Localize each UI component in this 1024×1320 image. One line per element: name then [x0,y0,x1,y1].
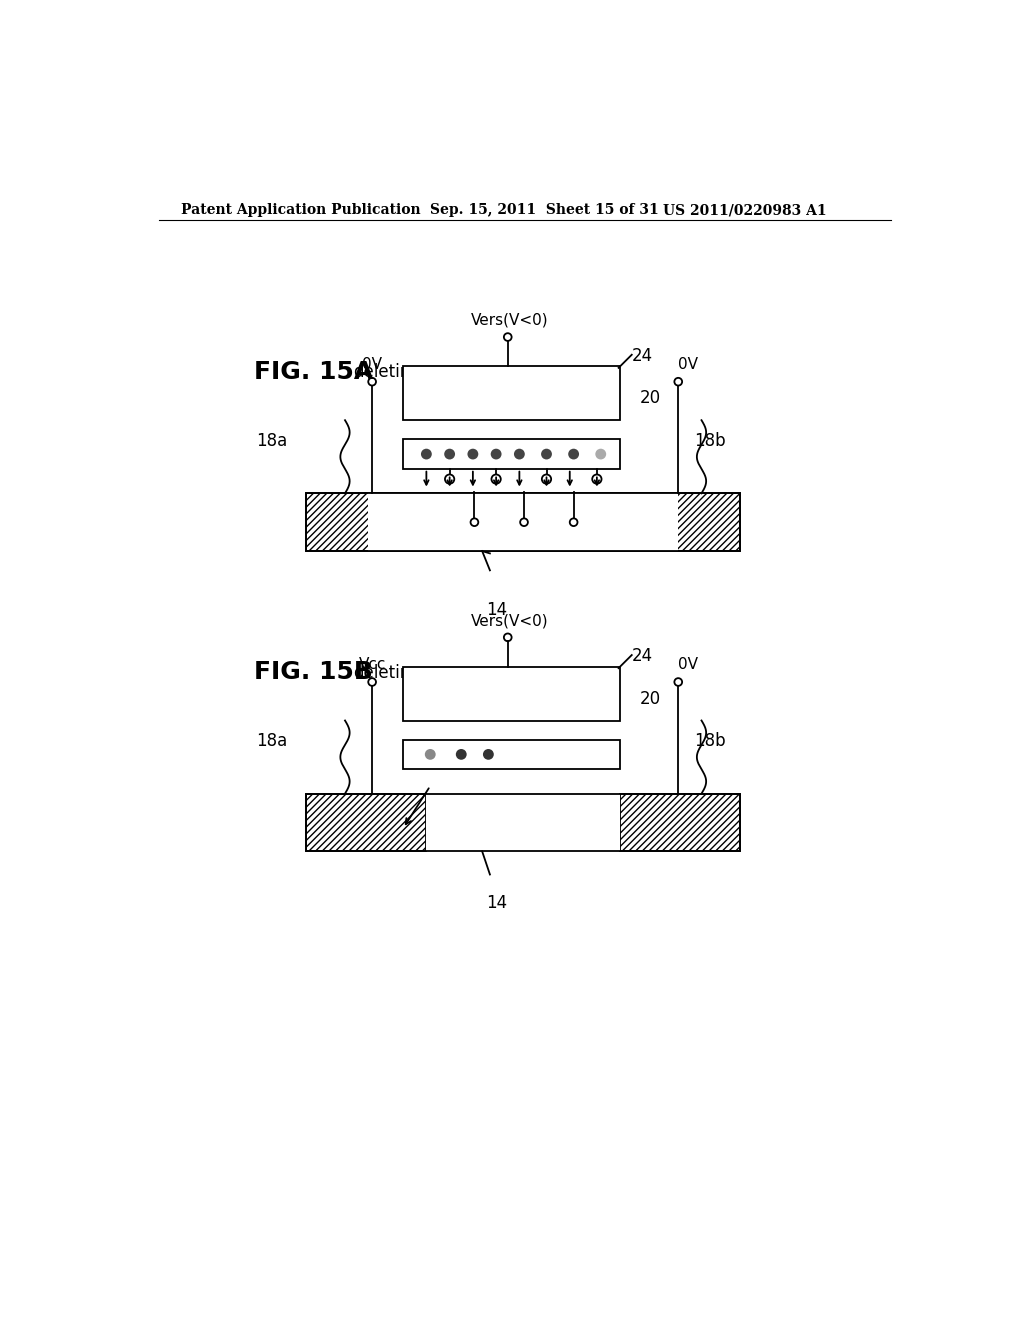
Bar [306,494,740,552]
Bar [306,494,740,552]
Bar [403,367,621,420]
Text: 18a: 18a [256,432,287,450]
Bar [306,793,740,851]
Text: 14: 14 [486,894,507,912]
Text: Patent Application Publication: Patent Application Publication [180,203,420,216]
Text: 0V: 0V [678,356,698,372]
Circle shape [514,449,524,459]
Circle shape [467,449,478,459]
Text: US 2011/0220983 A1: US 2011/0220983 A1 [663,203,826,216]
Text: FIG. 15B: FIG. 15B [254,660,373,685]
Text: Vcc: Vcc [358,657,386,672]
Text: Vers(V<0): Vers(V<0) [471,612,548,628]
Text: deleting: deleting [352,363,421,381]
Bar [306,793,426,851]
Bar [426,793,621,851]
Text: 24: 24 [632,647,653,665]
Bar [403,739,621,770]
Text: 20: 20 [640,389,660,408]
Text: 18b: 18b [693,432,725,450]
Circle shape [483,748,494,760]
Bar [369,494,678,552]
Circle shape [425,748,435,760]
Text: 18b: 18b [693,733,725,750]
Text: 14: 14 [486,601,507,619]
Text: FIG. 15A: FIG. 15A [254,360,374,384]
Text: 0V: 0V [678,657,698,672]
Text: 18a: 18a [256,733,287,750]
Circle shape [444,449,455,459]
Bar [621,793,740,851]
Bar [306,494,740,552]
Text: 0V: 0V [362,356,382,372]
Circle shape [595,449,606,459]
Circle shape [568,449,579,459]
Text: Sep. 15, 2011  Sheet 15 of 31: Sep. 15, 2011 Sheet 15 of 31 [430,203,659,216]
Text: deleting: deleting [352,664,421,681]
Bar [403,440,621,469]
Text: 24: 24 [632,347,653,366]
Text: Vers(V<0): Vers(V<0) [471,313,548,327]
Circle shape [541,449,552,459]
Circle shape [456,748,467,760]
Bar [403,667,621,721]
Text: 20: 20 [640,689,660,708]
Bar [306,793,426,851]
Circle shape [421,449,432,459]
Bar [621,793,740,851]
Circle shape [490,449,502,459]
